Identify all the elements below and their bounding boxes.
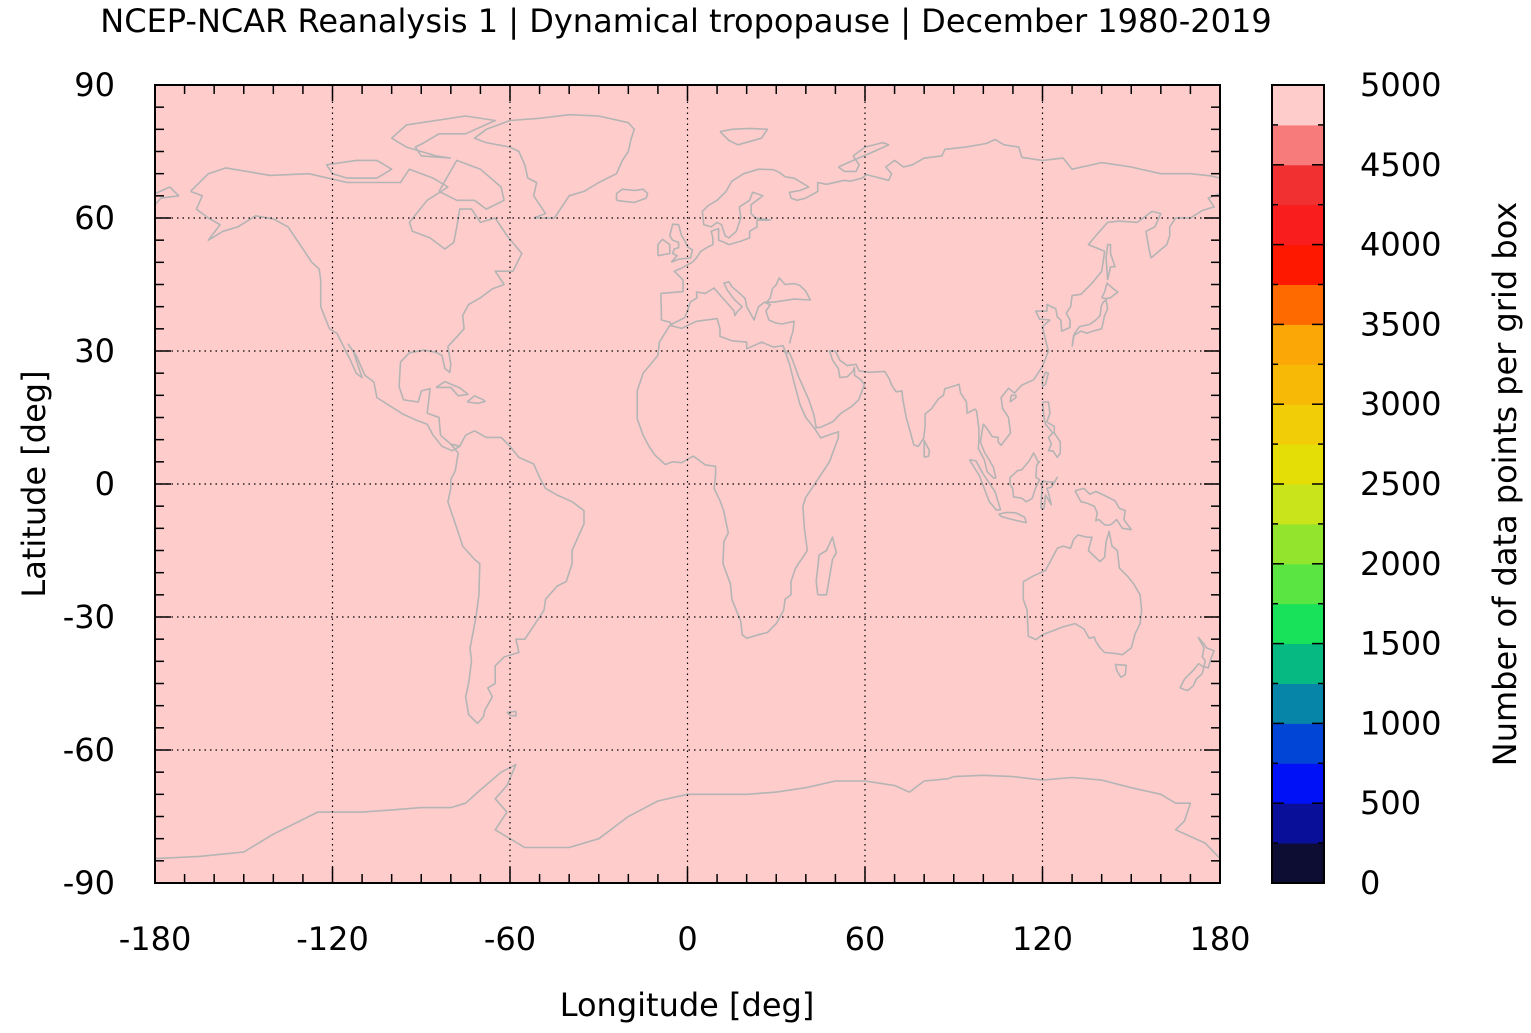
plot-frame (154, 84, 1221, 884)
x-axis-tick-labels: -180 -120 -60 0 60 120 180 (119, 920, 1251, 958)
y-tick-label: 30 (74, 332, 115, 370)
coastline (390, 115, 496, 159)
colorbar-bin (1272, 124, 1324, 166)
colorbar-bin (1272, 244, 1324, 285)
colorbar-tick-label: 5000 (1360, 66, 1441, 104)
colorbar-bin (1272, 803, 1324, 844)
x-tick-label: 120 (1012, 920, 1073, 958)
coastline (189, 167, 523, 452)
colorbar-bin (1272, 404, 1324, 445)
coastline (1040, 476, 1059, 510)
colorbar-bin (1272, 364, 1324, 405)
x-tick-label: 180 (1189, 920, 1250, 958)
coastline (636, 317, 840, 640)
coastline (923, 439, 931, 459)
coastline (473, 113, 636, 219)
chart-title: NCEP-NCAR Reanalysis 1 | Dynamical tropo… (100, 2, 1271, 40)
colorbar-frame (1271, 84, 1325, 884)
coastline (660, 138, 1221, 295)
colorbar-tick-label: 500 (1360, 784, 1421, 822)
coastline (615, 188, 649, 204)
colorbar-bin (1272, 284, 1324, 325)
y-axis-label: Latitude [deg] (15, 370, 53, 597)
coastline (1105, 243, 1116, 281)
colorbar-tick-labels: 0 500 1000 1500 2000 2500 3000 3500 4000 4500 5000 (1360, 66, 1441, 902)
coastline (1179, 662, 1205, 692)
colorbar-bin (1272, 164, 1324, 206)
coastline (657, 238, 671, 257)
y-tick-label: 90 (74, 66, 115, 104)
y-tick-label: -30 (63, 598, 115, 636)
colorbar-tick-label: 1000 (1360, 704, 1441, 742)
coastline (815, 536, 838, 596)
coastline (506, 710, 517, 717)
colorbar-bin (1272, 523, 1324, 565)
colorbar-tick-label: 0 (1360, 864, 1380, 902)
colorbar-tick-label: 1500 (1360, 625, 1441, 663)
coastline (1074, 487, 1133, 531)
coastline (325, 159, 393, 179)
colorbar-bin (1272, 484, 1324, 525)
x-tick-label: -60 (484, 920, 536, 958)
colorbar-tick-label: 2000 (1360, 545, 1441, 583)
coastline (998, 511, 1027, 524)
coastline (1009, 452, 1041, 503)
coastline (968, 458, 1002, 511)
grid-layer (155, 85, 1220, 883)
coastline (1041, 401, 1062, 459)
colorbar-bin (1272, 843, 1324, 884)
colorbar-bin (1272, 683, 1324, 724)
colorbar-tick-label: 3000 (1360, 385, 1441, 423)
coastline (1100, 282, 1119, 300)
coastline (719, 127, 769, 146)
y-tick-label: 0 (95, 465, 115, 503)
colorbar: 0 500 1000 1500 2000 2500 3000 3500 4000 4500 5000… (1271, 66, 1524, 902)
x-axis-label: Longitude [deg] (560, 986, 815, 1024)
coastline (669, 223, 694, 264)
colorbar-bin (1272, 643, 1324, 684)
colorbar-bin (1272, 324, 1324, 365)
coastline (1197, 636, 1215, 669)
colorbar-tick-label: 4000 (1360, 226, 1441, 264)
y-tick-label: 60 (74, 199, 115, 237)
x-tick-label: -120 (296, 920, 369, 958)
colorbar-bin (1272, 204, 1324, 246)
coastline (660, 277, 812, 344)
x-tick-label: -180 (119, 920, 192, 958)
coastline (1022, 530, 1143, 656)
colorbar-bin (1272, 563, 1324, 605)
x-tick-label: 0 (677, 920, 697, 958)
colorbar-tick-label: 4500 (1360, 146, 1441, 184)
coastline (1114, 663, 1127, 679)
y-axis-tick-labels: -90 -60 -30 0 30 60 90 (63, 66, 115, 902)
coastline (154, 186, 180, 206)
colorbar-bin (1272, 85, 1324, 126)
coastline (1071, 299, 1109, 347)
coastline (466, 395, 486, 405)
colorbar-tick-label: 3500 (1360, 305, 1441, 343)
colorbar-label: Number of data points per grid box (1486, 202, 1524, 766)
y-tick-label: -60 (63, 731, 115, 769)
coastlines-layer (154, 113, 1221, 860)
coastline (438, 159, 505, 210)
colorbar-bins (1272, 85, 1324, 884)
coastline (1041, 371, 1050, 388)
colorbar-tick-label: 2500 (1360, 465, 1441, 503)
y-tick-label: -90 (63, 864, 115, 902)
colorbar-bin (1272, 723, 1324, 764)
colorbar-bin (1272, 444, 1324, 485)
coastline (435, 380, 469, 397)
coastline (447, 430, 585, 725)
coastline (837, 141, 890, 173)
colorbar-bin (1272, 603, 1324, 645)
coastline (783, 192, 1221, 479)
coastline (1009, 394, 1017, 403)
x-tick-label: 60 (845, 920, 886, 958)
colorbar-bin (1272, 763, 1324, 804)
coastline (154, 763, 1221, 860)
